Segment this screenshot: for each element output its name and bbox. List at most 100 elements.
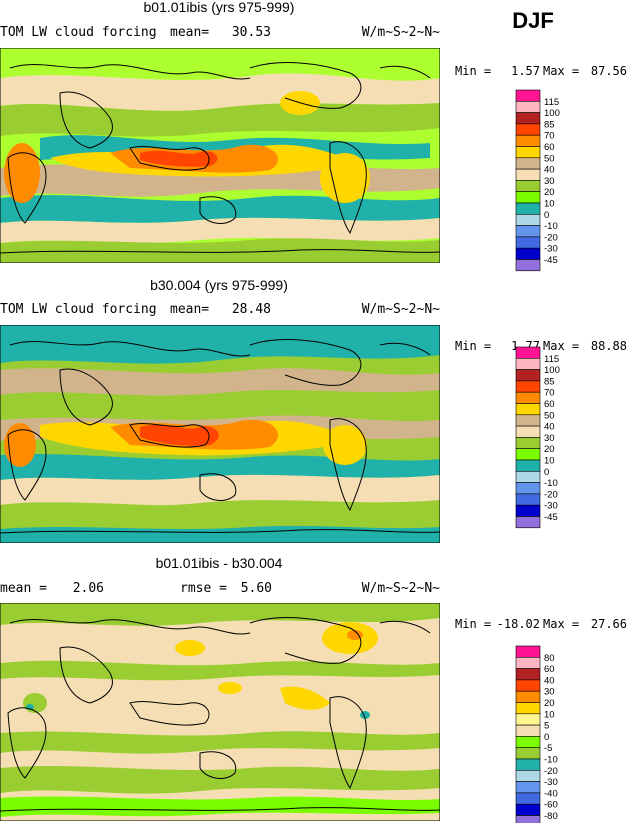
colorbar-swatch <box>515 346 541 359</box>
panel-3-map <box>0 603 440 821</box>
colorbar-swatch <box>515 815 541 823</box>
colorbar-swatch <box>515 112 541 125</box>
colorbar-level-label: -30 <box>544 777 558 788</box>
colorbar-swatch <box>515 769 541 782</box>
panel-1-mean-value: 30.53 <box>232 25 271 40</box>
colorbar-swatch <box>515 656 541 669</box>
colorbar-swatch <box>515 516 541 529</box>
colorbar-level-label: 10 <box>544 456 555 467</box>
colorbar-level-label: -10 <box>544 221 558 232</box>
colorbar-swatch <box>515 101 541 113</box>
colorbar-level-label: -5 <box>544 743 552 754</box>
panel-1-min-value: 1.57 <box>511 64 540 78</box>
colorbar-swatch <box>515 713 541 726</box>
colorbar-swatch <box>515 702 541 715</box>
colorbar-level-label: -20 <box>544 232 558 243</box>
colorbar-level-label: 0 <box>544 467 549 478</box>
panel-3-rmse-label: rmse = <box>180 581 227 596</box>
colorbar-swatch <box>515 736 541 749</box>
colorbar-level-label: 70 <box>544 388 555 399</box>
panel-3-units: W/m~S~2~N~ <box>362 581 440 596</box>
panel-1-mean-label: mean= <box>170 25 209 40</box>
colorbar-swatch <box>515 781 541 794</box>
panel-3-max-value: 27.66 <box>591 617 627 631</box>
colorbar-swatch <box>515 369 541 382</box>
colorbar-level-label: -45 <box>544 255 558 266</box>
colorbar-swatch <box>515 403 541 416</box>
colorbar-swatch <box>515 202 541 215</box>
panel-3-title: b01.01ibis - b30.004 <box>156 555 283 571</box>
panel-2-map <box>0 325 440 543</box>
panel-1-max-label: Max = <box>543 64 579 78</box>
season-label: DJF <box>512 8 554 33</box>
colorbar-level-label: 10 <box>544 199 555 210</box>
colorbar-level-label: 115 <box>544 97 559 108</box>
colorbar-swatch <box>515 134 541 147</box>
colorbar-level-label: 20 <box>544 698 555 709</box>
colorbar-level-label: 60 <box>544 142 555 153</box>
colorbar-swatch <box>515 459 541 472</box>
panel-2-mean-value: 28.48 <box>232 302 271 317</box>
colorbar-swatch <box>515 214 541 226</box>
colorbar-swatch <box>515 668 541 681</box>
panel-1: b01.01ibis (yrs 975-999) TOM LW cloud fo… <box>0 0 627 272</box>
colorbar-swatch <box>515 225 541 238</box>
colorbar-level-label: -45 <box>544 512 558 523</box>
panel-1-units: W/m~S~2~N~ <box>362 25 440 40</box>
colorbar-swatch <box>515 747 541 760</box>
colorbar-level-label: 30 <box>544 433 555 444</box>
colorbar-swatch <box>515 425 541 438</box>
panel-1-max-value: 87.56 <box>591 64 627 78</box>
colorbar-level-label: 70 <box>544 131 555 142</box>
colorbar-swatch <box>515 89 541 102</box>
colorbar-level-label: -10 <box>544 478 558 489</box>
colorbar-swatch <box>515 180 541 192</box>
colorbar-level-label: 40 <box>544 165 555 176</box>
colorbar-level-label: -80 <box>544 811 558 822</box>
colorbar-swatch <box>515 504 541 517</box>
colorbar-level-label: -60 <box>544 800 558 811</box>
colorbar-level-label: 5 <box>544 721 549 732</box>
panel-1-min-label: Min = <box>455 64 491 78</box>
colorbar-level-label: -40 <box>544 788 558 799</box>
panel-2: b30.004 (yrs 975-999) TOM LW cloud forci… <box>0 277 627 543</box>
colorbar-level-label: -10 <box>544 755 558 766</box>
colorbar-swatch <box>515 792 541 805</box>
colorbar-level-label: 40 <box>544 675 555 686</box>
colorbar-level-label: 20 <box>544 187 555 198</box>
panel-3-rmse-value: 5.60 <box>241 581 272 596</box>
colorbar-level-label: 20 <box>544 444 555 455</box>
panel-2-title: b30.004 (yrs 975-999) <box>150 277 288 293</box>
colorbar-level-label: 50 <box>544 153 555 164</box>
colorbar-swatch <box>515 380 541 393</box>
colorbar-swatch <box>515 493 541 506</box>
colorbar-level-label: 80 <box>544 653 555 664</box>
colorbar-swatch <box>515 247 541 260</box>
panel-3-min-value: -18.02 <box>497 617 540 631</box>
panel-3-mean-value: 2.06 <box>73 581 104 596</box>
colorbar-level-label: 60 <box>544 664 555 675</box>
panel-1-title: b01.01ibis (yrs 975-999) <box>144 0 295 15</box>
colorbar-swatch <box>515 357 541 370</box>
colorbar-swatch <box>515 448 541 461</box>
panel-2-mean-label: mean= <box>170 302 209 317</box>
colorbar-level-label: 10 <box>544 709 555 720</box>
colorbar-swatch <box>515 414 541 427</box>
colorbar-level-label: 100 <box>544 108 560 119</box>
colorbar-swatch <box>515 168 541 181</box>
colorbar-swatch <box>515 123 541 136</box>
colorbar-swatch <box>515 645 541 658</box>
colorbar-level-label: 0 <box>544 732 549 743</box>
colorbar-swatch <box>515 236 541 249</box>
colorbar-swatch <box>515 679 541 692</box>
colorbar-swatch <box>515 803 541 816</box>
colorbar-level-label: 85 <box>544 376 555 387</box>
colorbar-level-label: 115 <box>544 354 559 365</box>
colorbar-swatch <box>515 482 541 495</box>
colorbar-level-label: -20 <box>544 766 558 777</box>
panel-3-max-label: Max = <box>543 617 579 631</box>
